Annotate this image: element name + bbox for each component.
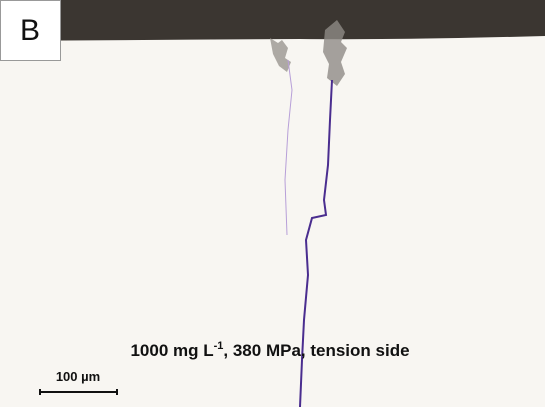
panel-label: B <box>20 14 40 47</box>
dark-surface <box>0 0 545 41</box>
caption-text: , 380 MPa, tension side <box>223 341 409 360</box>
caption: 1000 mg L-1, 380 MPa, tension side <box>130 340 409 360</box>
micrograph: B 1000 mg L-1, 380 MPa, tension side 100… <box>0 0 545 407</box>
caption-superscript: -1 <box>214 340 224 352</box>
caption-text: 1000 mg L <box>130 341 213 360</box>
scale-bar-label: 100 µm <box>56 369 100 384</box>
